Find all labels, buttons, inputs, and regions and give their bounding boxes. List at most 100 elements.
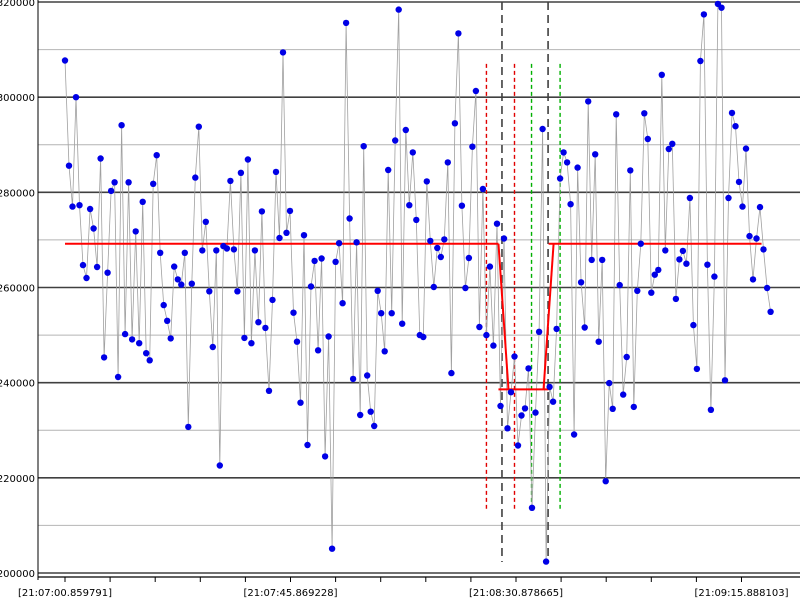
data-point xyxy=(244,156,252,163)
data-point xyxy=(357,411,364,419)
data-point xyxy=(606,379,613,387)
data-point xyxy=(83,274,90,282)
data-point xyxy=(637,240,644,247)
data-point xyxy=(139,198,146,205)
data-point xyxy=(86,205,94,213)
data-point xyxy=(490,342,497,349)
data-point xyxy=(237,169,245,176)
data-point xyxy=(686,194,694,202)
data-point xyxy=(164,317,171,324)
data-point xyxy=(756,203,764,211)
data-point xyxy=(434,244,441,252)
data-point xyxy=(388,310,395,317)
data-point xyxy=(500,235,508,242)
data-point xyxy=(349,375,357,383)
data-point xyxy=(79,261,87,269)
data-point xyxy=(437,253,444,261)
data-point xyxy=(553,325,560,333)
data-point xyxy=(272,168,280,176)
data-point xyxy=(118,122,125,129)
data-point xyxy=(525,365,532,372)
data-point xyxy=(651,271,658,278)
data-point xyxy=(570,431,578,438)
data-point xyxy=(248,340,255,347)
data-point xyxy=(258,208,266,215)
data-point xyxy=(599,256,606,264)
data-point xyxy=(585,98,592,105)
data-point xyxy=(574,164,581,171)
data-point xyxy=(192,174,199,181)
data-point xyxy=(497,402,504,410)
plot-area xyxy=(38,0,800,580)
data-point xyxy=(402,126,409,134)
y-tick-label: 260000 xyxy=(0,284,35,295)
data-point xyxy=(693,365,701,373)
data-point xyxy=(465,254,473,262)
data-point xyxy=(627,167,634,174)
data-point xyxy=(72,94,80,101)
data-point xyxy=(581,324,588,331)
data-point xyxy=(364,372,371,379)
data-point xyxy=(381,348,388,355)
data-point xyxy=(241,334,248,342)
data-point xyxy=(100,354,108,361)
x-tick-label: [21:07:45.869228] xyxy=(243,588,337,599)
data-point xyxy=(286,207,294,215)
data-point xyxy=(171,263,178,270)
data-point xyxy=(609,405,616,412)
data-point xyxy=(455,30,462,37)
data-point xyxy=(704,261,711,268)
y-tick-label: 300000 xyxy=(0,93,35,104)
data-point xyxy=(227,177,234,185)
data-point xyxy=(430,283,437,291)
data-point xyxy=(160,301,167,309)
data-point xyxy=(504,425,511,432)
data-point xyxy=(174,276,181,283)
data-point xyxy=(556,175,564,182)
data-point xyxy=(735,178,743,186)
y-tick-label: 320000 xyxy=(0,0,35,9)
y-tick-labels: 200000 220000 240000 260000 280000 300000 3200… xyxy=(0,0,35,580)
data-point xyxy=(655,266,662,274)
data-point xyxy=(469,143,476,150)
data-point xyxy=(739,203,746,210)
data-point xyxy=(644,135,651,143)
data-point xyxy=(209,343,216,351)
data-point xyxy=(476,323,483,331)
data-point xyxy=(279,49,287,56)
data-point xyxy=(406,202,413,209)
data-point xyxy=(360,143,367,150)
x-tick-label: [21:08:30.878665] xyxy=(469,588,563,599)
data-point xyxy=(760,246,767,253)
data-point xyxy=(216,462,223,469)
data-points xyxy=(61,0,774,565)
data-point xyxy=(634,287,641,294)
data-point xyxy=(486,263,494,270)
data-point xyxy=(146,357,153,364)
step-line xyxy=(65,242,762,391)
data-point xyxy=(374,287,381,294)
data-point xyxy=(223,245,231,252)
data-point xyxy=(61,57,69,64)
data-point xyxy=(592,151,599,158)
data-point xyxy=(269,296,276,304)
data-point xyxy=(143,350,150,357)
data-point xyxy=(725,194,732,202)
data-point xyxy=(230,246,238,253)
data-point xyxy=(742,145,750,152)
data-point xyxy=(136,340,143,347)
data-point xyxy=(679,247,687,255)
data-point xyxy=(423,178,430,185)
data-point xyxy=(462,284,469,292)
data-point xyxy=(69,203,76,210)
data-point xyxy=(157,249,164,256)
data-point xyxy=(472,87,480,95)
data-point xyxy=(595,338,602,345)
data-point xyxy=(181,249,188,256)
data-point xyxy=(451,120,459,127)
data-point xyxy=(300,232,308,239)
data-point xyxy=(518,412,525,419)
data-point xyxy=(721,377,729,384)
data-point xyxy=(121,330,129,338)
